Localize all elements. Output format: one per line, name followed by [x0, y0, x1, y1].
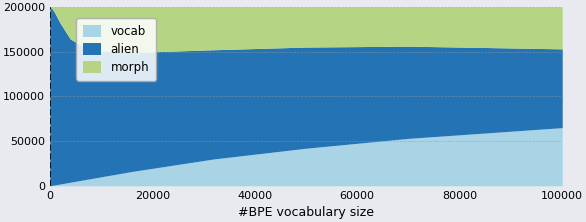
X-axis label: #BPE vocabulary size: #BPE vocabulary size: [238, 206, 374, 219]
Legend: vocab, alien, morph: vocab, alien, morph: [76, 18, 156, 81]
